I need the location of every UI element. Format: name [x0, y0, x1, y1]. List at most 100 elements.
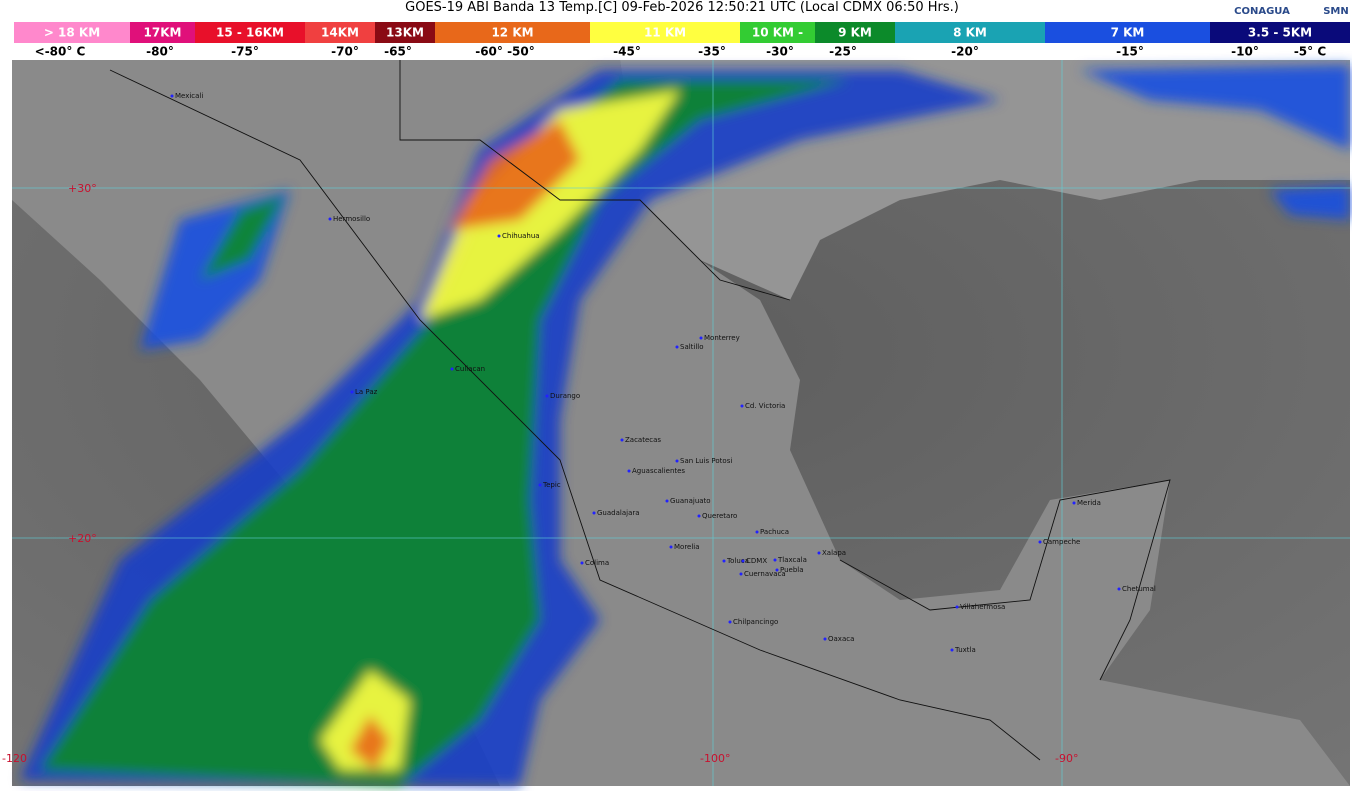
city-dot	[699, 336, 703, 340]
city-dot	[823, 637, 827, 641]
legend-label: 3.5 - 5KM	[1248, 26, 1312, 40]
city-dot	[497, 234, 501, 238]
city-label: Saltillo	[680, 343, 704, 351]
legend-label: 9 KM	[838, 26, 872, 40]
temp-label: -60° -50°	[475, 45, 535, 59]
map	[12, 60, 1350, 786]
temp-label: -10°	[1231, 45, 1259, 59]
city-dot	[450, 367, 454, 371]
city-label: Monterrey	[704, 334, 740, 342]
city-label: CDMX	[746, 557, 767, 565]
cloud	[200, 195, 285, 280]
city-dot	[773, 558, 777, 562]
city-label: Campeche	[1043, 538, 1080, 546]
cloud	[420, 90, 680, 320]
legend-band	[130, 22, 195, 43]
legend-band	[1045, 22, 1210, 43]
temp-label: -25°	[829, 45, 857, 59]
cloud	[1080, 65, 1350, 150]
city-label: Villahermosa	[960, 603, 1005, 611]
city-dot	[1038, 540, 1042, 544]
city-label: Chilpancingo	[733, 618, 778, 626]
city-label: Aguascalientes	[632, 467, 685, 475]
legend-label: 7 KM	[1111, 26, 1145, 40]
city-label: Morelia	[674, 543, 700, 551]
city-dot	[675, 345, 679, 349]
temp-label: -15°	[1116, 45, 1144, 59]
city-dot	[350, 390, 354, 394]
city-dot	[328, 217, 332, 221]
grid-label: -100°	[700, 752, 730, 765]
cloud	[1270, 185, 1350, 220]
grid-label: -120	[2, 752, 27, 765]
city-dot	[775, 568, 779, 572]
city-dot	[1072, 501, 1076, 505]
legend-label: > 18 KM	[44, 26, 100, 40]
city-label: Oaxaca	[828, 635, 854, 643]
city-dot	[675, 459, 679, 463]
temp-label: -65°	[384, 45, 412, 59]
grid-label: -90°	[1055, 752, 1078, 765]
city-dot	[697, 514, 701, 518]
city-dot	[538, 483, 542, 487]
city-dot	[620, 438, 624, 442]
temp-label: -45°	[613, 45, 641, 59]
city-label: San Luis Potosi	[680, 457, 732, 465]
legend-label: 15 - 16KM	[216, 26, 284, 40]
legend-label: 8 KM	[953, 26, 987, 40]
city-label: Queretaro	[702, 512, 737, 520]
city-label: La Paz	[355, 388, 378, 396]
grid-label: +20°	[68, 532, 97, 545]
city-dot	[741, 559, 745, 563]
city-dot	[665, 499, 669, 503]
temp-label: <-80° C	[35, 45, 86, 59]
legend-label: 13KM	[386, 26, 424, 40]
legend-band	[14, 22, 130, 43]
cloud	[40, 80, 850, 786]
temp-label: -5° C	[1294, 45, 1327, 59]
city-label: Chetumal	[1122, 585, 1156, 593]
temp-label: -35°	[698, 45, 726, 59]
city-label: Cd. Victoria	[745, 402, 785, 410]
legend-label: 10 KM -	[752, 26, 803, 40]
legend-label: 12 KM	[491, 26, 533, 40]
cloud	[350, 715, 390, 770]
city-dot	[1117, 587, 1121, 591]
city-dot	[592, 511, 596, 515]
city-label: Guanajuato	[670, 497, 711, 505]
city-dot	[950, 648, 954, 652]
city-dot	[170, 94, 174, 98]
title: GOES-19 ABI Banda 13 Temp.[C] 09-Feb-202…	[405, 0, 959, 15]
city-label: Colima	[585, 559, 609, 567]
legend-band	[305, 22, 375, 43]
city-dot	[728, 620, 732, 624]
city-label: Mexicali	[175, 92, 203, 100]
city-label: Cuernavaca	[744, 570, 786, 578]
temp-label: -30°	[766, 45, 794, 59]
city-label: Hermosillo	[333, 215, 370, 223]
legend-band	[1210, 22, 1350, 43]
legend-band	[435, 22, 590, 43]
temp-label: -70°	[331, 45, 359, 59]
city-label: Toluca	[726, 557, 749, 565]
city-label: Culiacan	[455, 365, 485, 373]
city-dot	[955, 605, 959, 609]
city-label: Xalapa	[822, 549, 846, 557]
legend-label: 17KM	[144, 26, 182, 40]
city-label: Puebla	[780, 566, 804, 574]
city-label: Tlaxcala	[777, 556, 807, 564]
city-label: Durango	[550, 392, 580, 400]
logo: SMN	[1323, 6, 1349, 17]
city-label: Chihuahua	[502, 232, 540, 240]
legend-band	[195, 22, 305, 43]
legend-label: 11 KM	[644, 26, 686, 40]
grid-label: +30°	[68, 182, 97, 195]
temp-label: -75°	[231, 45, 259, 59]
legend-label: 14KM	[321, 26, 359, 40]
legend-band	[815, 22, 895, 43]
city-label: Zacatecas	[625, 436, 661, 444]
logo: CONAGUA	[1234, 6, 1290, 17]
legend-band	[895, 22, 1045, 43]
temp-label: -20°	[951, 45, 979, 59]
